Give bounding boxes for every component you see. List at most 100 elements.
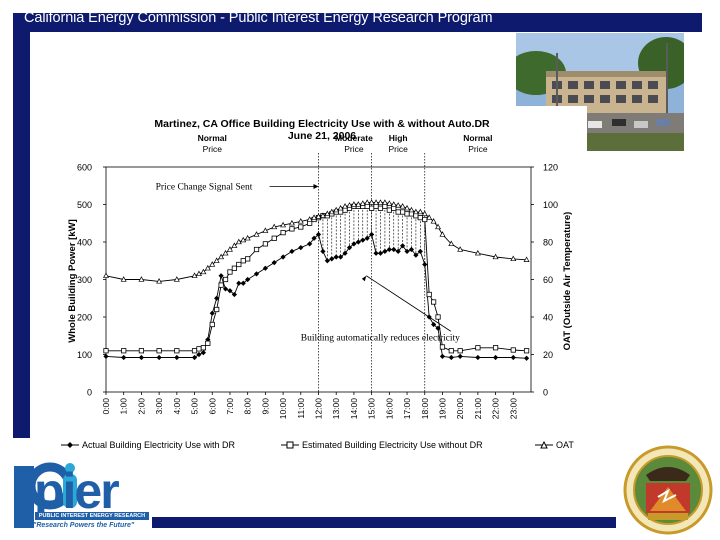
series-point-actual [439,353,446,359]
annotation-arrow [366,275,452,332]
series-point-estimated [262,241,268,247]
x-tick-label: 21:00 [473,398,483,420]
california-seal [622,445,714,535]
x-tick-label: 14:00 [349,398,359,420]
series-point-oat [306,216,313,222]
series-point-oat [417,208,424,215]
series-point-actual [209,310,215,316]
series-point-actual [395,248,401,254]
x-tick-label: 5:00 [190,398,200,415]
y2-tick-label: 100 [543,200,558,210]
series-point-estimated [307,220,313,226]
series-point-estimated [342,207,348,213]
legend-item-oat: OAT [535,440,574,450]
y-tick-label: 500 [77,200,92,210]
legend-square-marker [286,441,294,449]
series-point-estimated [369,205,375,211]
series-point-oat [204,264,211,271]
series-point-oat [523,256,530,262]
series-point-actual [200,350,206,356]
series-point-actual [391,246,397,253]
series-line-estimated [106,205,527,352]
pier-tagline: "Research Powers the Future" [33,522,135,529]
x-tick-label: 10:00 [278,398,288,420]
series-point-oat [439,231,446,237]
series-point-oat [315,213,322,219]
series-point-oat [390,201,397,207]
y-tick-label: 100 [77,350,92,360]
series-point-estimated [408,211,415,217]
y2-tick-label: 80 [543,238,553,248]
series-point-estimated [231,265,237,271]
series-point-actual [191,354,198,361]
series-point-oat [373,199,380,205]
series-point-estimated [156,348,162,354]
series-point-estimated [218,282,224,288]
series-point-oat [120,276,127,282]
series-point-oat [421,210,428,217]
series-point-actual [329,256,335,262]
series-point-actual [382,248,388,254]
series-point-estimated [236,261,242,268]
series-point-oat [377,199,384,205]
series-point-estimated [271,235,277,241]
x-tick-label: 12:00 [314,398,324,420]
y2-tick-label: 20 [543,350,553,360]
series-point-oat [226,246,233,252]
series-point-estimated [121,348,127,354]
bottom-bar [152,517,616,528]
x-tick-label: 9:00 [260,398,270,415]
series-point-estimated [222,276,229,283]
series-point-actual [121,354,127,361]
series-point-oat [200,268,207,275]
x-tick-label: 0:00 [101,398,111,415]
series-point-actual [196,351,202,358]
series-point-actual [408,246,415,253]
annotation-label: Price Change Signal Sent [156,183,253,193]
series-point-actual [315,231,322,238]
series-point-actual [320,248,326,254]
chart-panel: Martinez, CA Office Building Electricity… [57,106,587,454]
series-point-estimated [492,345,499,351]
series-point-estimated [280,230,286,236]
series-point-oat [404,204,411,211]
legend-triangle-marker [540,440,548,449]
price-period-label: Moderate [335,133,373,143]
series-point-actual [324,258,330,264]
series-point-actual [298,245,304,251]
series-point-actual [218,273,224,279]
series-point-actual [138,354,145,361]
chart-subtitle: June 21, 2006 [288,130,356,142]
series-point-actual [364,235,370,241]
series-line-oat [105,202,527,282]
series-point-actual [240,280,246,286]
price-period-label: Normal [463,133,492,143]
series-point-oat [412,208,419,215]
y2-axis-label: OAT (Outside Air Temperature) [562,212,573,351]
series-point-oat [510,255,517,262]
series-point-oat [350,201,357,207]
x-tick-label: 20:00 [455,398,465,420]
series-point-oat [492,253,499,260]
series-point-oat [324,210,331,217]
series-point-actual [369,231,375,238]
series-point-estimated [510,347,516,353]
series-point-estimated [413,213,419,219]
pier-logo: pier [12,448,157,532]
series-point-actual [417,248,423,254]
series-point-actual [338,254,344,260]
series-point-oat [448,240,455,247]
price-period-sublabel: Price [389,144,409,154]
x-tick-label: 23:00 [508,398,518,420]
series-point-oat [244,234,251,241]
x-tick-label: 4:00 [172,398,182,415]
series-point-actual [103,353,109,359]
series-point-oat [173,276,180,282]
series-point-estimated [200,345,206,351]
series-point-estimated [382,203,388,209]
series-point-actual [262,265,268,271]
series-point-oat [474,249,481,256]
legend-label-estimated: Estimated Building Electricity Use witho… [302,440,483,450]
y-tick-label: 400 [77,238,92,248]
series-point-oat [457,246,464,252]
